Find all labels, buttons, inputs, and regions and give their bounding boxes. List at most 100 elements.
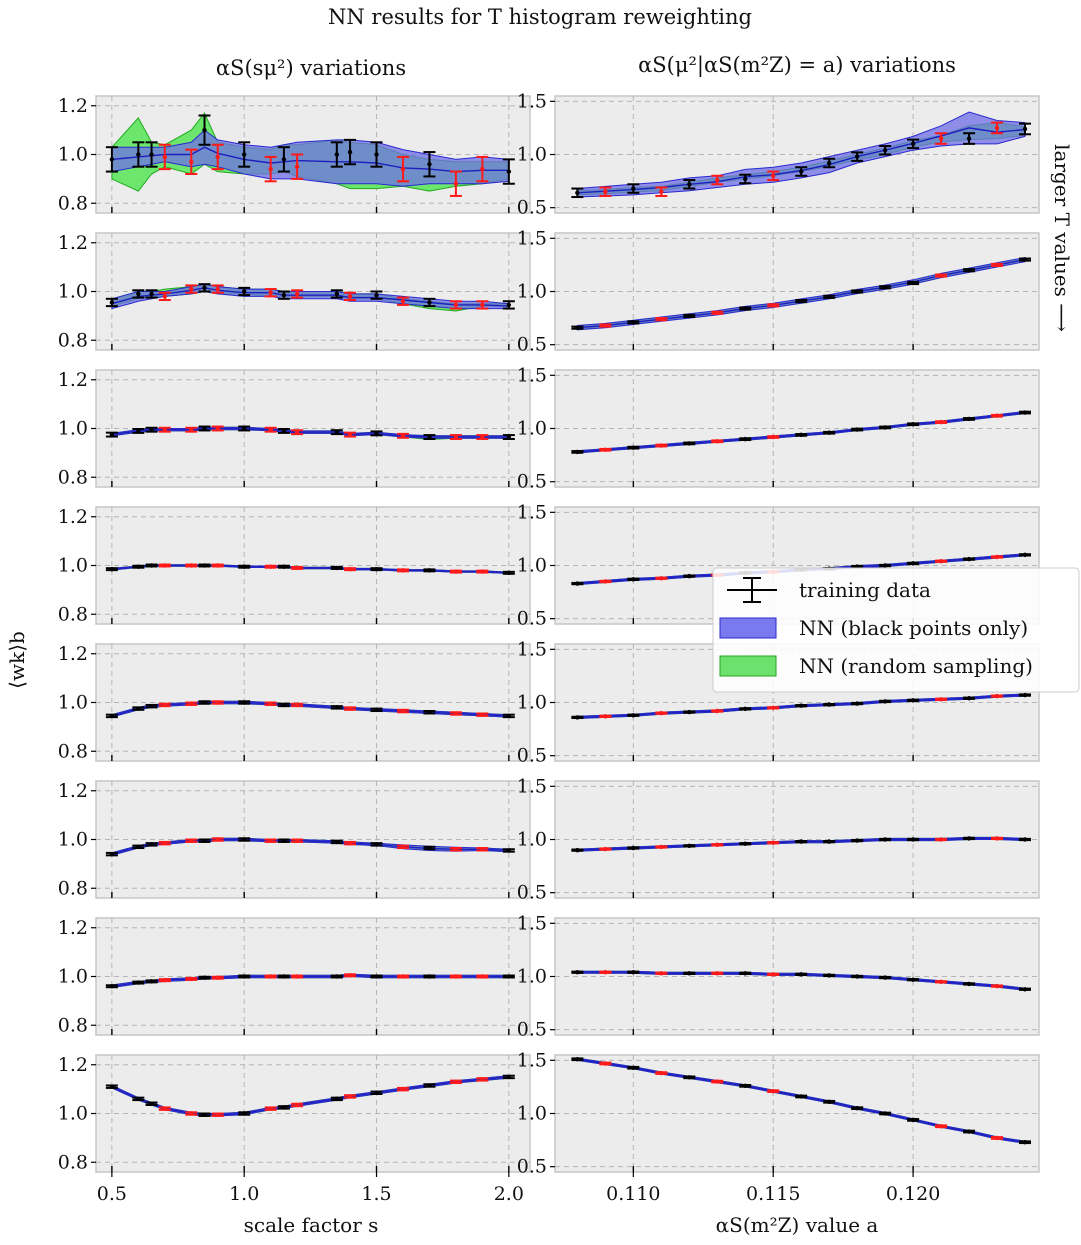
data-marker: [162, 294, 168, 299]
training-point: [344, 1094, 357, 1099]
data-marker: [347, 840, 353, 846]
data-marker: [109, 157, 115, 162]
training-point: [330, 289, 343, 299]
x-tick-label: 1.5: [361, 1183, 391, 1205]
y-tick-label: 1.2: [58, 643, 88, 665]
y-tick-label: 1.0: [517, 692, 547, 714]
data-marker: [374, 1090, 379, 1095]
y-tick-label: 0.5: [517, 1019, 547, 1041]
training-point: [264, 155, 277, 183]
data-marker: [202, 975, 207, 980]
training-point: [145, 141, 158, 168]
data-marker: [241, 289, 247, 294]
training-point: [238, 564, 251, 569]
y-tick-label: 1.2: [58, 369, 88, 391]
training-point: [198, 425, 211, 432]
training-point: [370, 290, 383, 300]
data-marker: [826, 702, 832, 707]
training-point: [423, 710, 436, 715]
data-marker: [771, 840, 776, 845]
data-marker: [109, 566, 115, 572]
training-point: [627, 445, 640, 450]
y-tick-label: 1.0: [517, 555, 547, 577]
training-point: [599, 579, 612, 584]
data-marker: [882, 1111, 888, 1116]
data-marker: [910, 422, 916, 427]
training-point: [627, 183, 640, 194]
training-point: [185, 838, 198, 843]
training-point: [571, 970, 584, 975]
training-point: [238, 837, 251, 842]
training-point: [396, 155, 409, 183]
training-point: [907, 280, 920, 286]
training-point: [851, 1105, 864, 1111]
panels: 0.8 1.0 1.2 0.8 1.0 1.2 0.8 1.0 1.2 0.8 1.0 1.2 0.8 1…: [58, 90, 1040, 1205]
training-point: [502, 158, 515, 185]
y-tick-label: 0.5: [517, 1156, 547, 1178]
training-point: [145, 1101, 158, 1106]
legend-label-nn-random: NN (random sampling): [799, 654, 1033, 678]
training-point: [476, 1077, 489, 1082]
training-point: [344, 840, 357, 846]
data-marker: [938, 979, 944, 985]
training-point: [851, 701, 864, 706]
training-point: [211, 1112, 224, 1117]
data-marker: [281, 702, 287, 708]
training-point: [795, 1094, 808, 1099]
data-marker: [480, 974, 485, 979]
training-point: [396, 296, 409, 306]
data-marker: [659, 316, 664, 322]
data-marker: [149, 291, 154, 297]
data-marker: [575, 847, 580, 853]
data-marker: [281, 838, 287, 843]
data-marker: [294, 164, 300, 169]
data-marker: [506, 434, 512, 440]
training-point: [795, 972, 808, 977]
y-tick-label: 0.8: [58, 329, 88, 351]
training-point: [291, 565, 304, 571]
data-marker: [374, 566, 379, 572]
panel-plot-area: [571, 1057, 1032, 1145]
training-point: [711, 971, 724, 976]
training-point: [823, 294, 836, 300]
training-point: [277, 290, 290, 300]
data-marker: [453, 847, 459, 852]
data-marker: [162, 1106, 168, 1111]
training-point: [185, 701, 198, 706]
data-marker: [575, 325, 580, 330]
data-marker: [603, 189, 608, 194]
training-point: [502, 434, 515, 440]
data-marker: [281, 1105, 287, 1110]
data-marker: [136, 706, 141, 711]
training-point: [370, 842, 383, 847]
training-point: [145, 979, 158, 984]
data-marker: [268, 974, 273, 979]
data-marker: [149, 979, 154, 984]
data-marker: [771, 303, 776, 308]
y-tick-label: 0.8: [58, 877, 88, 899]
training-point: [132, 980, 145, 985]
panel-background: [554, 1054, 1040, 1173]
data-marker: [1022, 987, 1028, 992]
data-marker: [631, 186, 636, 191]
figure-title: NN results for T histogram reweighting: [328, 5, 752, 29]
data-marker: [215, 1112, 220, 1117]
data-marker: [268, 427, 273, 432]
data-marker: [938, 697, 944, 702]
training-point: [655, 443, 668, 448]
data-marker: [1022, 837, 1028, 842]
training-point: [277, 146, 290, 173]
training-point: [935, 697, 948, 702]
data-marker: [715, 971, 720, 976]
data-marker: [453, 302, 459, 308]
data-marker: [136, 291, 141, 297]
training-point: [145, 289, 158, 299]
data-marker: [294, 429, 300, 435]
data-marker: [882, 563, 888, 568]
training-point: [571, 581, 584, 586]
data-marker: [854, 154, 860, 159]
y-tick-label: 1.5: [517, 912, 547, 934]
training-point: [1019, 1140, 1032, 1145]
legend-entry-nn-black: NN (black points only): [719, 616, 1028, 640]
training-point: [907, 698, 920, 703]
